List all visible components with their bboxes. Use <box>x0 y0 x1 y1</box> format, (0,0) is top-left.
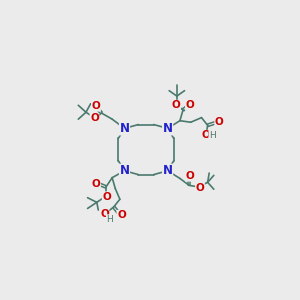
Text: O: O <box>92 179 100 189</box>
Text: O: O <box>202 130 211 140</box>
Text: O: O <box>215 117 224 127</box>
Text: O: O <box>92 101 100 111</box>
Text: O: O <box>102 192 111 202</box>
Text: O: O <box>100 209 109 219</box>
Text: N: N <box>119 164 130 177</box>
Text: O: O <box>117 210 126 220</box>
Text: H: H <box>106 215 113 224</box>
Text: O: O <box>186 100 194 110</box>
Text: O: O <box>90 113 99 123</box>
Text: N: N <box>119 122 130 135</box>
Text: O: O <box>186 171 194 181</box>
Text: H: H <box>209 131 216 140</box>
Text: N: N <box>163 122 172 135</box>
Text: N: N <box>163 164 172 177</box>
Text: O: O <box>196 183 204 193</box>
Text: O: O <box>172 100 181 110</box>
